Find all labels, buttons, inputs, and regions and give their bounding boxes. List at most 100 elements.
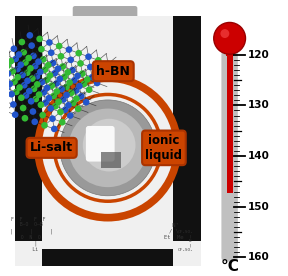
Circle shape [95, 57, 102, 63]
Circle shape [35, 58, 42, 65]
Circle shape [73, 87, 79, 94]
Circle shape [18, 39, 25, 45]
Text: h-BN: h-BN [96, 65, 130, 78]
Circle shape [59, 63, 66, 70]
Circle shape [70, 100, 77, 106]
FancyBboxPatch shape [73, 6, 137, 27]
Circle shape [14, 74, 21, 81]
Circle shape [39, 79, 46, 86]
Circle shape [49, 115, 56, 122]
Circle shape [47, 72, 53, 79]
Circle shape [37, 68, 43, 75]
Text: F  F    F  F
  B—O  O—B
  |      |      |
  O  N  O
     |
     Li: F F F F B—O O—B | | | O N O | Li [4, 217, 53, 252]
Text: 160: 160 [247, 252, 269, 262]
Circle shape [6, 81, 13, 87]
Circle shape [16, 51, 22, 58]
Circle shape [22, 59, 29, 66]
Circle shape [39, 112, 46, 118]
Circle shape [11, 78, 18, 85]
Circle shape [63, 92, 70, 98]
Text: ionic
liquid: ionic liquid [145, 134, 182, 162]
Circle shape [14, 66, 21, 73]
Circle shape [58, 86, 65, 92]
Circle shape [0, 59, 1, 65]
Circle shape [5, 70, 11, 77]
Circle shape [41, 89, 47, 96]
Circle shape [20, 105, 26, 111]
Circle shape [42, 99, 49, 106]
Circle shape [28, 42, 35, 49]
Circle shape [17, 62, 24, 68]
Circle shape [71, 77, 78, 84]
FancyBboxPatch shape [101, 152, 122, 168]
Circle shape [46, 39, 53, 46]
Circle shape [0, 65, 6, 71]
Circle shape [67, 112, 73, 119]
Circle shape [21, 82, 28, 89]
Circle shape [68, 89, 75, 96]
Circle shape [12, 56, 19, 62]
Circle shape [55, 65, 61, 72]
Circle shape [4, 62, 11, 69]
Circle shape [44, 85, 50, 91]
Circle shape [0, 77, 3, 84]
Circle shape [2, 108, 9, 115]
Circle shape [56, 76, 63, 82]
Text: °C: °C [220, 259, 239, 274]
Circle shape [20, 49, 27, 56]
Circle shape [1, 75, 8, 81]
Circle shape [41, 122, 48, 129]
Circle shape [30, 52, 37, 59]
Circle shape [52, 103, 59, 110]
Circle shape [226, 249, 234, 258]
Circle shape [65, 102, 72, 109]
Circle shape [0, 87, 5, 94]
Circle shape [60, 100, 156, 196]
Circle shape [84, 76, 91, 83]
Circle shape [37, 102, 44, 108]
Text: N⁺
/ \
Et  Me: N⁺ / \ Et Me [164, 223, 183, 240]
Circle shape [67, 57, 74, 63]
Circle shape [10, 68, 16, 75]
Circle shape [77, 60, 84, 67]
Circle shape [23, 92, 29, 99]
Circle shape [30, 108, 36, 115]
Circle shape [42, 66, 48, 73]
Circle shape [66, 46, 72, 53]
Circle shape [7, 58, 14, 65]
Circle shape [54, 88, 60, 95]
Circle shape [8, 91, 15, 97]
Circle shape [52, 70, 58, 76]
Circle shape [53, 80, 60, 87]
Circle shape [16, 84, 23, 91]
Circle shape [36, 36, 43, 42]
Circle shape [10, 101, 17, 108]
Circle shape [75, 105, 82, 112]
Circle shape [33, 96, 39, 102]
Circle shape [26, 32, 33, 39]
FancyBboxPatch shape [42, 17, 173, 249]
Circle shape [58, 53, 64, 60]
FancyBboxPatch shape [15, 241, 42, 266]
Circle shape [105, 60, 111, 67]
Circle shape [46, 95, 52, 102]
Circle shape [48, 49, 54, 56]
Circle shape [3, 52, 9, 59]
Circle shape [43, 76, 50, 83]
Circle shape [12, 111, 18, 118]
Circle shape [94, 80, 101, 86]
Circle shape [69, 67, 76, 73]
Circle shape [89, 74, 95, 81]
Circle shape [55, 99, 62, 105]
Circle shape [73, 95, 80, 102]
FancyBboxPatch shape [15, 17, 201, 266]
Circle shape [18, 94, 25, 101]
Circle shape [0, 97, 7, 104]
Circle shape [40, 56, 47, 63]
FancyBboxPatch shape [227, 55, 233, 193]
Circle shape [81, 81, 88, 87]
Circle shape [66, 79, 73, 86]
Circle shape [57, 109, 64, 115]
Circle shape [22, 115, 28, 121]
Circle shape [31, 118, 38, 125]
